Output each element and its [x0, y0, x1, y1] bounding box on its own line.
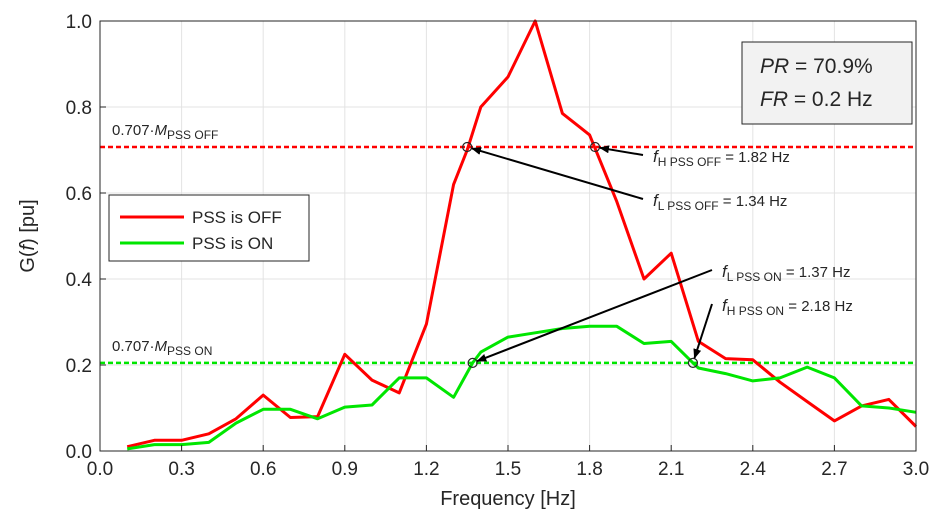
ticks: 0.0 0.3 0.6 0.9 1.2 1.5 1.8 2.1 2.4 2.7 3.0 0.0 0.2 0… — [66, 12, 930, 480]
x-tick-label-1: 0.3 — [168, 459, 194, 480]
x-tick-label-0: 0.0 — [87, 459, 113, 480]
reference-label-0: 0.707·MPSS OFF — [112, 122, 218, 142]
annotation-label-2: fL PSS ON = 1.37 Hz — [722, 262, 850, 284]
legend-label-on: PSS is ON — [192, 234, 273, 253]
y-tick-label-3: 0.6 — [66, 184, 92, 205]
series-line-pss-off — [126, 19, 918, 449]
info-box-frame — [741, 41, 913, 125]
y-axis-label: G(f) [pu] — [17, 199, 39, 272]
annotation-arrow-3 — [693, 303, 713, 360]
x-tick-label-2: 0.6 — [250, 459, 276, 480]
x-tick-label-5: 1.5 — [495, 459, 521, 480]
annotation-arrow-2 — [476, 269, 713, 362]
reference-lines — [100, 145, 916, 365]
annotation-label-1: fL PSS OFF = 1.34 Hz — [653, 191, 787, 213]
y-tick-label-0: 0.0 — [66, 442, 92, 463]
x-tick-label-10: 3.0 — [903, 459, 929, 480]
x-tick-label-6: 1.8 — [576, 459, 602, 480]
y-tick-label-4: 0.8 — [66, 98, 92, 119]
annotation-arrows — [471, 145, 713, 362]
annotation-labels: fH PSS OFF = 1.82 Hz fL PSS OFF = 1.34 Hz… — [653, 147, 853, 318]
info-box-fr: FR = 0.2 Hz — [760, 88, 873, 111]
y-tick-label-5: 1.0 — [66, 12, 92, 33]
x-tick-label-8: 2.4 — [740, 459, 767, 480]
marker-2 — [467, 357, 478, 368]
x-tick-label-7: 2.1 — [658, 459, 684, 480]
y-tick-label-2: 0.4 — [66, 270, 93, 291]
legend-box — [108, 194, 310, 262]
x-tick-label-9: 2.7 — [821, 459, 847, 480]
annotation-arrow-0 — [598, 145, 644, 156]
annotation-label-3: fH PSS ON = 2.18 Hz — [722, 296, 853, 318]
info-box-pr: PR = 70.9% — [760, 55, 873, 78]
reference-labels: 0.707·MPSS OFF 0.707·MPSS ON — [112, 122, 218, 358]
y-tick-label-1: 0.2 — [66, 356, 92, 377]
marker-0 — [462, 141, 473, 153]
annotation-arrow-1 — [471, 147, 644, 200]
series-lines — [126, 19, 918, 451]
x-tick-label-4: 1.2 — [413, 459, 439, 480]
x-axis-label: Frequency [Hz] — [440, 488, 576, 510]
reference-label-1: 0.707·MPSS ON — [112, 338, 212, 358]
info-box: PR = 70.9% FR = 0.2 Hz — [741, 41, 913, 125]
legend: PSS is OFF PSS is ON — [108, 194, 310, 262]
series-line-pss-on — [126, 324, 917, 451]
legend-label-off: PSS is OFF — [192, 208, 282, 227]
annotation-label-0: fH PSS OFF = 1.82 Hz — [653, 147, 790, 169]
x-tick-label-3: 0.9 — [332, 459, 358, 480]
marker-3 — [687, 357, 699, 368]
